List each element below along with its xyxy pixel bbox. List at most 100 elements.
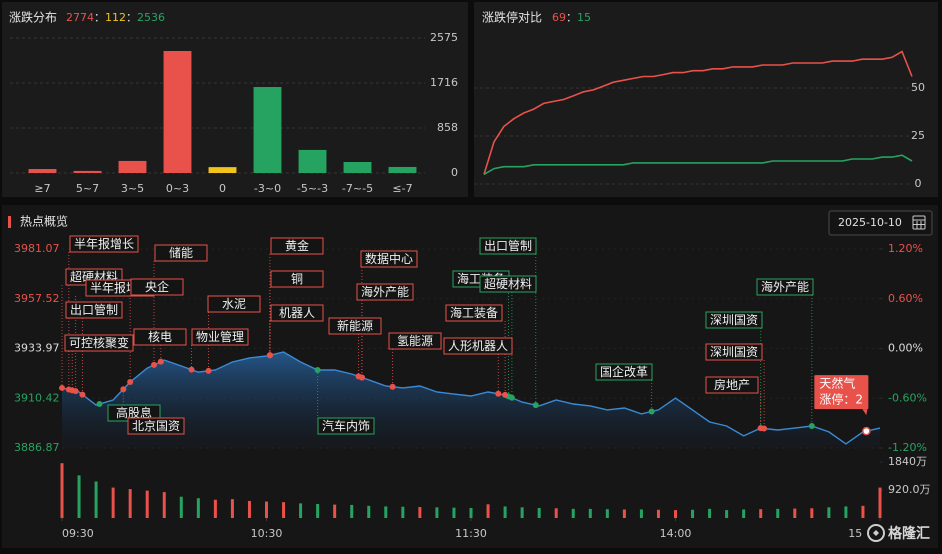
volume-bar <box>776 508 780 518</box>
price-area <box>62 352 880 448</box>
annotation-box <box>705 343 763 361</box>
annotation-dot <box>266 352 273 359</box>
volume-bar <box>265 501 268 518</box>
tooltip-label: 涨停：2 <box>819 392 863 407</box>
annotation-label: 铜 <box>291 271 303 286</box>
bar <box>298 149 327 173</box>
annotation-box <box>479 237 537 255</box>
y-tick-label: 2575 <box>430 31 458 44</box>
annotation-dot <box>188 366 195 373</box>
volume-bar <box>588 508 592 518</box>
annotation: 核电 <box>133 328 187 346</box>
annotation-box <box>595 363 653 381</box>
annotation-dot <box>502 391 509 398</box>
bar <box>343 161 372 173</box>
separator: ： <box>566 11 577 24</box>
x-tick-label: -3~0 <box>254 182 281 195</box>
summary: 69：15 <box>552 11 591 24</box>
y-tick-label: 1840万 <box>888 455 927 468</box>
annotation-box <box>479 275 537 293</box>
volume-bar <box>537 507 541 518</box>
calendar-icon[interactable] <box>912 215 926 230</box>
annotation-box <box>443 337 513 355</box>
volume-bar <box>844 506 848 518</box>
annotation-box <box>65 301 123 319</box>
annotation-box <box>127 417 185 435</box>
volume-bar <box>128 489 132 518</box>
annotation: 超硬材料 <box>479 275 537 293</box>
annotation-box <box>154 244 208 262</box>
down-count: 2536 <box>137 11 165 24</box>
annotation-dot <box>69 387 76 394</box>
bar <box>253 87 282 173</box>
date[interactable]: 2025-10-10 <box>838 216 902 229</box>
logo-icon <box>873 530 879 536</box>
volume-bar <box>571 508 575 518</box>
annotation-dot <box>808 422 815 429</box>
annotation-label: 汽车内饰 <box>322 418 370 433</box>
volume-bar <box>554 508 558 518</box>
annotation-box <box>69 235 139 253</box>
y-tick-label: 858 <box>437 121 458 134</box>
date-box[interactable] <box>828 210 933 236</box>
x-tick-label: 0~3 <box>166 182 189 195</box>
volume-bar <box>401 506 405 518</box>
annotation-label: 央企 <box>145 279 169 294</box>
y-tick-label: 0 <box>451 166 458 179</box>
annotation: 海外产能 <box>356 283 414 301</box>
volume-bar <box>282 502 286 518</box>
volume-bar <box>77 475 81 518</box>
annotation: 储能 <box>154 244 208 262</box>
annotation-box <box>328 317 382 335</box>
annotation-dot <box>79 391 86 398</box>
volume-bar <box>759 509 763 518</box>
panel-title: 涨跌停对比 <box>482 10 542 25</box>
annotation-dot <box>495 390 502 397</box>
volume-bar <box>213 499 217 518</box>
annotation-label: 出口管制 <box>484 238 532 253</box>
volume-bar <box>656 509 660 518</box>
down-count: 15 <box>577 11 591 24</box>
annotation-label: 高股息 <box>116 405 152 420</box>
date-picker[interactable]: 2025-10-10 <box>828 210 933 236</box>
volume-bar <box>708 508 712 518</box>
volume-bar <box>162 492 166 518</box>
annotation-box <box>133 328 187 346</box>
x-tick-label: ≥7 <box>34 182 50 195</box>
annotation-box <box>270 304 324 322</box>
y-tick-label: 0 <box>915 177 922 190</box>
logo-icon <box>867 524 885 542</box>
annotation: 海外产能 <box>756 278 814 296</box>
y-tick-label: 1716 <box>430 76 458 89</box>
bar <box>208 167 237 173</box>
x-tick-label: ≤-7 <box>392 182 412 195</box>
tooltip-pointer <box>862 409 868 416</box>
annotation-dot <box>389 383 396 390</box>
annotation-dot <box>648 408 655 415</box>
volume-bar <box>316 504 320 518</box>
annotation: 汽车内饰 <box>317 417 375 435</box>
annotation-dot <box>151 361 158 368</box>
annotation-label: 新能源 <box>337 318 373 333</box>
volume-bar <box>435 507 439 518</box>
annotation-box <box>360 250 418 268</box>
up-count: 69 <box>552 11 566 24</box>
annotation-label: 海外产能 <box>761 279 809 294</box>
y-tick-label: -1.20% <box>888 441 927 454</box>
annotation: 铜 <box>270 270 324 288</box>
logo: 格隆汇 <box>862 521 938 546</box>
bar <box>388 166 417 173</box>
annotation-label: 北京国资 <box>132 419 180 433</box>
annotation-label: 海外产能 <box>361 284 409 299</box>
x-tick-label: -5~-3 <box>297 182 328 195</box>
logo-text: 格隆汇 <box>888 525 930 542</box>
annotation: 物业管理 <box>191 328 249 346</box>
x-tick-label: 0 <box>219 182 226 195</box>
annotation-label: 核电 <box>148 330 172 344</box>
annotation-box <box>270 270 324 288</box>
y-tick-label: 920.0万 <box>888 483 931 496</box>
x-tick-label: 14:00 <box>660 527 692 540</box>
bar <box>163 51 192 174</box>
annotation-dot <box>205 367 212 374</box>
